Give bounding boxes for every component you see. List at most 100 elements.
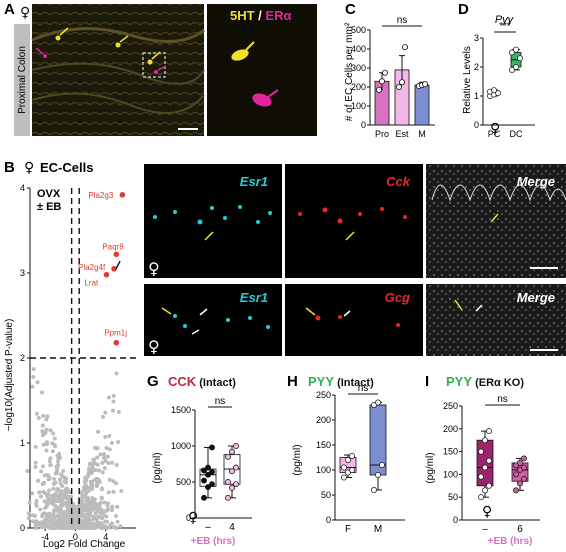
i-ytick-label: 0 xyxy=(453,515,458,525)
b-gene-point xyxy=(44,417,49,422)
c-data-point xyxy=(395,84,402,91)
panel-d-title: Pyy xyxy=(495,14,515,26)
panel-g-ylabel: (pg/ml) xyxy=(152,452,163,483)
d-category-label: DC xyxy=(510,129,523,139)
panel-b-title: EC-Cells xyxy=(40,160,93,175)
b-gene-point xyxy=(61,469,66,474)
c-data-point xyxy=(375,86,382,93)
c-ytick-label: 300 xyxy=(351,63,366,73)
i-data-point xyxy=(521,464,527,471)
b-sig-gene-label: Paqr8 xyxy=(102,242,124,251)
female-symbol-b: ♀ xyxy=(24,160,34,176)
b-gene-point xyxy=(41,489,46,494)
b-gene-point xyxy=(101,415,106,420)
b-gene-point xyxy=(97,507,102,512)
i-ytick-label: 50 xyxy=(448,492,458,502)
b-gene-point xyxy=(83,485,88,490)
g-ytick-label: 0 xyxy=(186,513,191,523)
b-ytick-label: 0 xyxy=(20,523,25,533)
panel-label-d: D xyxy=(458,1,469,18)
b-gene-point xyxy=(26,516,31,521)
g-data-point xyxy=(201,494,207,501)
g-data-point xyxy=(209,444,215,451)
b-gene-point xyxy=(43,519,48,524)
panel-h-title-sub: (Intact) xyxy=(334,377,374,389)
c-category-label: Pro xyxy=(375,129,389,139)
b-gene-point xyxy=(75,512,80,517)
b-gene-point xyxy=(67,498,72,503)
c-data-point xyxy=(421,81,428,88)
b-gene-point xyxy=(48,428,53,433)
b-gene-point xyxy=(34,503,39,508)
stain-er-label: ERα xyxy=(265,8,291,23)
i-data-point xyxy=(478,473,484,480)
b-gene-point xyxy=(41,464,46,469)
g-data-point xyxy=(209,468,215,475)
b-gene-point xyxy=(105,503,110,508)
b-sig-gene-label: Pla2g3 xyxy=(88,191,113,200)
b-gene-point xyxy=(111,399,116,404)
panel-b-chart: 0 1 2 3 4 -4 0 4 Pla2g3 Paqr8 Pla2g4f Lrat Ppm1j xyxy=(20,183,136,542)
panel-i-ylabel: (pg/ml) xyxy=(425,452,436,483)
b-gene-point xyxy=(83,505,88,510)
c-category-label: Est xyxy=(395,129,409,139)
b-gene-point xyxy=(103,519,108,524)
b-gene-point xyxy=(106,490,111,495)
b-gene-point xyxy=(95,455,100,460)
b-gene-point xyxy=(95,462,100,467)
b-gene-point xyxy=(87,462,92,467)
b-gene-point xyxy=(52,436,57,441)
panel-g-title-sub: (Intact) xyxy=(196,377,236,389)
b-gene-point xyxy=(53,508,58,513)
panel-e-cck-image xyxy=(285,164,423,278)
b-gene-point xyxy=(114,371,119,376)
b-gene-point xyxy=(58,508,63,513)
b-gene-point xyxy=(52,495,57,500)
i-ytick-label: 100 xyxy=(443,469,458,479)
b-gene-point xyxy=(42,525,47,530)
b-gene-point xyxy=(101,525,106,530)
panel-g-chart: 0 500 1000 1500 – 4 ns xyxy=(171,396,252,533)
b-gene-point xyxy=(102,500,107,505)
b-gene-point xyxy=(44,427,49,432)
b-gene-point xyxy=(33,444,38,449)
h-data-point xyxy=(375,472,381,478)
b-gene-point xyxy=(79,513,84,518)
b-gene-point xyxy=(115,519,120,524)
panel-label-b: B xyxy=(4,159,15,176)
b-gene-point xyxy=(95,446,100,451)
b-gene-point xyxy=(66,518,71,523)
i-ytick-label: 250 xyxy=(443,401,458,411)
b-gene-point xyxy=(45,492,50,497)
panel-i-chart: 0 50 100 150 200 250 – 6 ns xyxy=(443,394,540,535)
b-gene-point xyxy=(84,491,89,496)
b-gene-point xyxy=(104,525,109,530)
b-gene-point xyxy=(90,484,95,489)
b-gene-point xyxy=(65,525,70,530)
d-data-point xyxy=(491,87,497,94)
b-gene-point xyxy=(55,468,60,473)
b-gene-point xyxy=(60,474,65,479)
b-gene-point xyxy=(99,495,104,500)
c-category-label: M xyxy=(418,129,426,139)
h-data-point xyxy=(345,457,351,463)
b-gene-point xyxy=(46,496,51,501)
h-ytick-label: 150 xyxy=(316,440,331,450)
b-gene-point xyxy=(64,477,69,482)
h-data-point xyxy=(375,399,381,406)
panel-f-merge-image xyxy=(426,284,566,356)
b-gene-point xyxy=(38,507,43,512)
b-gene-point xyxy=(106,461,111,466)
c-sig-label: ns xyxy=(397,15,408,26)
i-category-label: 6 xyxy=(517,524,523,535)
h-data-point xyxy=(349,453,355,459)
d-ytick-label: 1 xyxy=(474,91,479,101)
b-gene-point xyxy=(116,439,121,444)
panel-a-inset xyxy=(207,4,317,136)
stain-5ht-label: 5HT xyxy=(230,8,255,23)
b-gene-point xyxy=(103,410,108,415)
b-gene-point xyxy=(63,495,68,500)
b-gene-point xyxy=(44,440,49,445)
c-bar xyxy=(414,84,430,126)
g-sig-label: ns xyxy=(215,396,226,407)
